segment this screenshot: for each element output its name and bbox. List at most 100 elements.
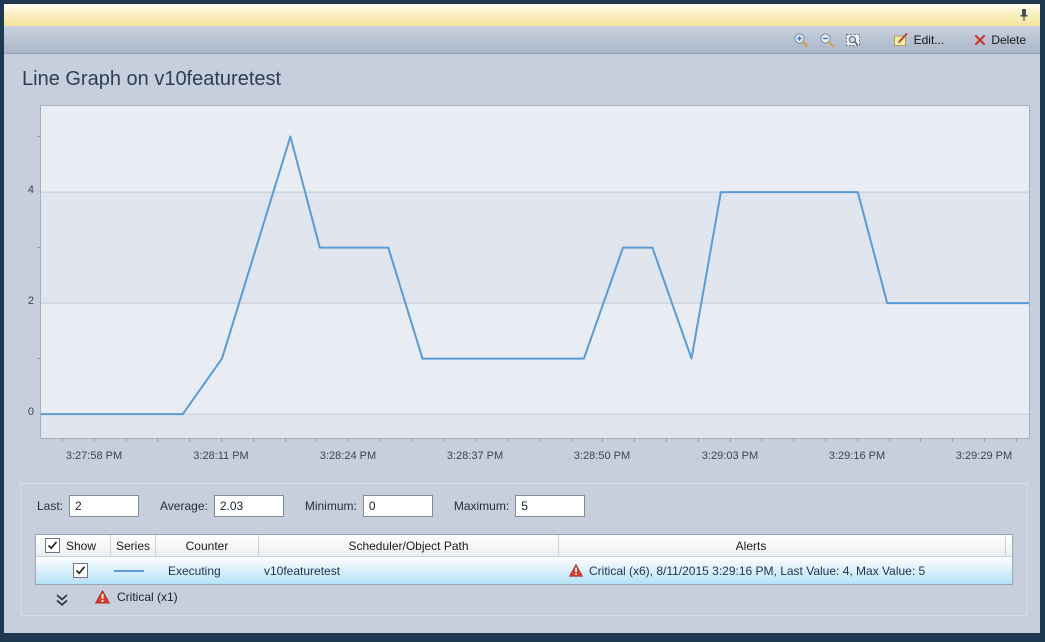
row-series-cell — [111, 557, 156, 584]
header-counter[interactable]: Counter — [156, 535, 259, 556]
last-label: Last: — [37, 499, 64, 513]
edit-icon — [893, 33, 908, 46]
x-axis-tick — [571, 438, 572, 442]
x-axis-tick — [539, 438, 540, 442]
y-axis-tick-label: 2 — [27, 295, 34, 308]
x-axis-tick — [889, 438, 890, 442]
pin-button[interactable] — [1016, 7, 1032, 23]
row-path-cell: v10featuretest — [264, 563, 341, 578]
x-axis-tick — [62, 438, 63, 442]
expand-alerts-button[interactable] — [55, 594, 73, 608]
x-axis-tick-label: 3:28:24 PM — [319, 450, 377, 462]
zoom-out-button[interactable] — [817, 30, 837, 50]
average-value-field[interactable] — [213, 495, 284, 517]
x-axis-tick — [857, 438, 858, 442]
zoom-reset-icon — [845, 33, 860, 46]
maximum-value-field[interactable] — [515, 495, 586, 517]
y-axis-minor-tick — [37, 136, 40, 137]
maximum-label: Maximum: — [453, 499, 510, 513]
delete-button-label: Delete — [991, 32, 1026, 47]
header-path-label: Scheduler/Object Path — [348, 538, 469, 553]
x-axis-tick-label: 3:29:16 PM — [828, 450, 886, 462]
x-axis-tick — [94, 438, 95, 442]
line-chart-plot-area[interactable] — [40, 105, 1030, 439]
row-alert-text: Critical (x6), 8/11/2015 3:29:16 PM, Las… — [589, 563, 926, 578]
check-icon — [75, 566, 86, 575]
x-axis-tick — [316, 438, 317, 442]
x-axis-tick — [920, 438, 921, 442]
window-border-right — [1040, 0, 1045, 642]
minimum-label: Minimum: — [304, 499, 357, 513]
dock-titlebar[interactable] — [4, 4, 1040, 26]
alert-summary-label: Critical (x1) — [117, 590, 178, 604]
window-border-left — [0, 0, 4, 642]
x-axis-tick-label: 3:27:58 PM — [65, 450, 123, 462]
edit-button[interactable]: Edit... — [893, 32, 945, 47]
x-axis-tick — [952, 438, 953, 442]
zoom-in-button[interactable] — [791, 30, 811, 50]
x-axis-tick — [507, 438, 508, 442]
show-all-checkbox[interactable] — [45, 538, 60, 553]
row-show-cell — [36, 557, 111, 584]
row-alerts-cell: Critical (x6), 8/11/2015 3:29:16 PM, Las… — [559, 557, 1006, 584]
header-spacer — [1006, 535, 1012, 556]
row-spacer — [1006, 557, 1012, 584]
zoom-out-icon — [819, 32, 834, 47]
header-series-label: Series — [115, 538, 150, 553]
header-alerts-label: Alerts — [735, 538, 767, 553]
row-show-checkbox[interactable] — [73, 563, 88, 578]
x-axis-tick — [412, 438, 413, 442]
header-show[interactable]: Show — [36, 535, 111, 556]
x-axis-tick-label: 3:28:11 PM — [193, 450, 249, 462]
y-axis-minor-tick — [37, 247, 40, 248]
edit-button-label: Edit... — [913, 32, 945, 47]
x-axis-tick — [348, 438, 349, 442]
header-counter-label: Counter — [185, 538, 229, 553]
minimum-value-field[interactable] — [362, 495, 433, 517]
critical-warning-icon — [95, 590, 110, 604]
x-axis-tick — [666, 438, 667, 442]
x-axis-tick — [634, 438, 635, 442]
window-border-bottom — [0, 633, 1045, 642]
delete-icon — [975, 34, 986, 45]
x-axis-tick — [793, 438, 794, 442]
x-axis-tick — [1016, 438, 1017, 442]
check-icon — [47, 541, 58, 550]
delete-button[interactable]: Delete — [974, 33, 1026, 47]
x-axis-tick — [444, 438, 445, 442]
row-counter-cell: Executing — [168, 563, 221, 578]
x-axis-tick — [730, 438, 731, 442]
header-scheduler-object-path[interactable]: Scheduler/Object Path — [259, 535, 559, 556]
series-line-swatch — [114, 569, 144, 572]
series-grid: Show Series Counter Scheduler/Object Pat… — [35, 534, 1013, 585]
series-grid-header: Show Series Counter Scheduler/Object Pat… — [36, 535, 1012, 557]
x-axis-tick — [157, 438, 158, 442]
x-axis-tick-label: 3:29:29 PM — [955, 450, 1013, 462]
x-axis-tick — [984, 438, 985, 442]
page-title: Line Graph on v10featuretest — [22, 68, 282, 90]
y-axis-tick-label: 4 — [27, 184, 34, 197]
header-alerts[interactable]: Alerts — [559, 535, 1006, 556]
series-row-executing[interactable]: Executing v10featuretest Critical (x6), … — [36, 557, 1012, 584]
x-axis-tick — [253, 438, 254, 442]
x-axis-tick — [126, 438, 127, 442]
y-axis-minor-tick — [37, 358, 40, 359]
header-show-label: Show — [66, 538, 97, 553]
stats-row: Last: Average: Minimum: Maximum: — [37, 495, 606, 517]
zoom-reset-button[interactable] — [843, 30, 863, 50]
x-axis-tick — [698, 438, 699, 442]
last-value-field[interactable] — [69, 495, 140, 517]
x-axis-tick-label: 3:28:50 PM — [573, 450, 631, 462]
zoom-in-icon — [793, 32, 808, 47]
x-axis-tick — [189, 438, 190, 442]
pushpin-icon — [1020, 9, 1028, 21]
y-axis-tick-label: 0 — [27, 406, 34, 419]
x-axis-tick — [602, 438, 603, 442]
x-axis-tick — [475, 438, 476, 442]
x-axis-tick-label: 3:29:03 PM — [701, 450, 759, 462]
x-axis-tick — [221, 438, 222, 442]
double-chevron-down-icon — [56, 594, 68, 606]
header-series[interactable]: Series — [111, 535, 156, 556]
alert-summary[interactable]: Critical (x1) — [95, 590, 178, 604]
